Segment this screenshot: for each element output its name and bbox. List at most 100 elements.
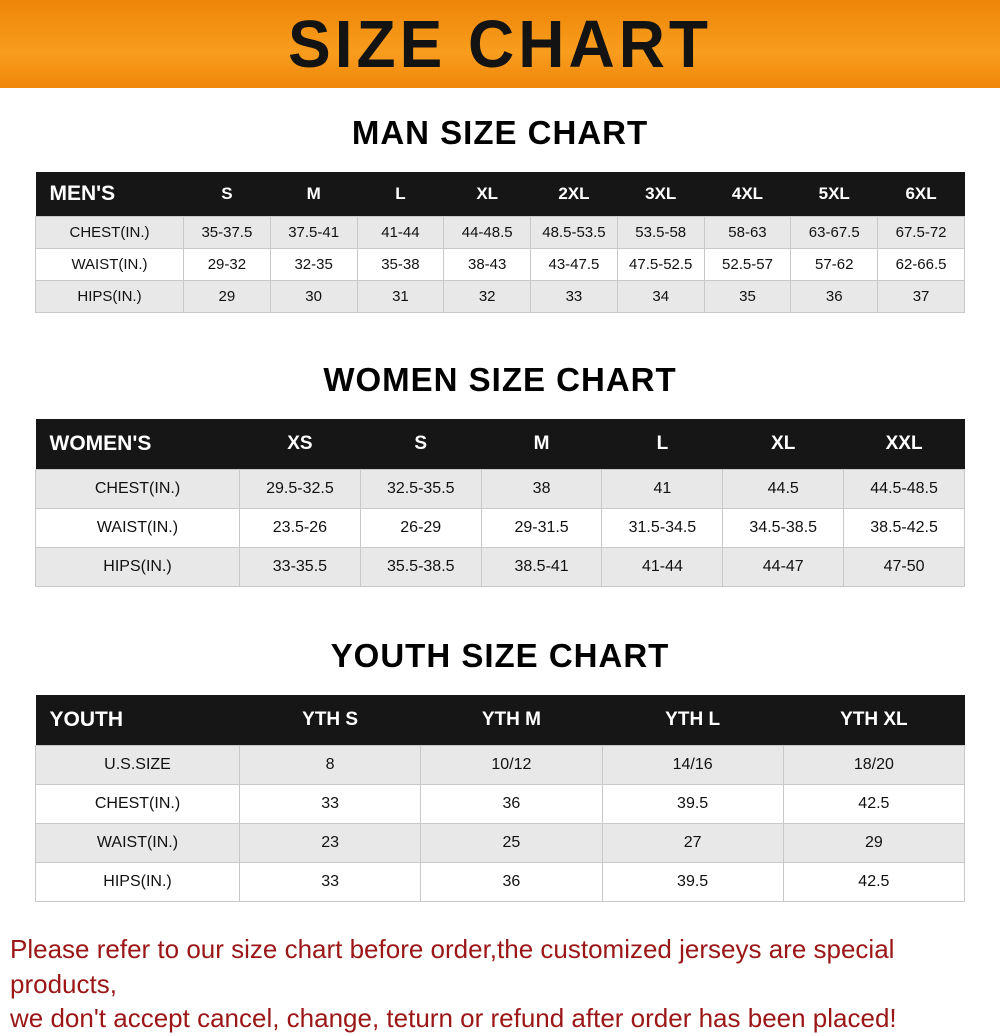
- table-cell: 38: [480, 469, 603, 509]
- table-cell: 44-47: [722, 547, 845, 587]
- table-header-row: MEN'S S M L XL 2XL 3XL 4XL 5XL 6XL: [35, 172, 965, 217]
- table-cell: 38.5-42.5: [843, 508, 965, 548]
- table-cell: 41: [601, 469, 724, 509]
- order-note: Please refer to our size chart before or…: [10, 932, 1000, 1036]
- table-group-label: YOUTH: [35, 695, 240, 746]
- table-row: HIPS(IN.) 29 30 31 32 33 34 35 36 37: [35, 280, 965, 313]
- men-size-table: MEN'S S M L XL 2XL 3XL 4XL 5XL 6XL CHEST(IN.) 35-37…: [35, 172, 965, 313]
- column-header: M: [270, 172, 358, 217]
- table-cell: 41-44: [601, 547, 724, 587]
- column-header: S: [360, 419, 482, 470]
- table-cell: 44.5-48.5: [843, 469, 965, 509]
- table-row: HIPS(IN.) 33 36 39.5 42.5: [35, 862, 966, 902]
- table-row: WAIST(IN.) 23.5-26 26-29 29-31.5 31.5-34.5 34…: [35, 508, 965, 548]
- column-header: 5XL: [790, 172, 878, 217]
- table-cell: 35-38: [356, 248, 445, 281]
- table-cell: 39.5: [601, 784, 784, 824]
- table-cell: 29-31.5: [480, 508, 603, 548]
- row-label: HIPS(IN.): [35, 280, 184, 313]
- table-cell: 29-32: [183, 248, 271, 281]
- column-header: 6XL: [877, 172, 965, 217]
- table-cell: 35: [703, 280, 792, 313]
- table-cell: 23.5-26: [239, 508, 361, 548]
- banner: SIZE CHART: [0, 0, 1000, 88]
- table-cell: 32: [443, 280, 532, 313]
- table-cell: 63-67.5: [790, 216, 879, 249]
- table-cell: 27: [601, 823, 784, 863]
- table-row: HIPS(IN.) 33-35.5 35.5-38.5 38.5-41 41-44 44-…: [35, 547, 965, 587]
- table-cell: 36: [790, 280, 879, 313]
- table-row: WAIST(IN.) 23 25 27 29: [35, 823, 966, 863]
- table-cell: 47.5-52.5: [616, 248, 705, 281]
- column-header: XXL: [843, 419, 965, 470]
- column-header: YTH XL: [783, 695, 965, 746]
- youth-size-table: YOUTH YTH S YTH M YTH L YTH XL U.S.SIZE 8 10/12…: [35, 695, 966, 902]
- row-label: U.S.SIZE: [35, 745, 240, 785]
- column-header: XL: [722, 419, 844, 470]
- table-cell: 53.5-58: [616, 216, 705, 249]
- table-cell: 58-63: [703, 216, 792, 249]
- table-cell: 47-50: [843, 547, 965, 587]
- table-cell: 37.5-41: [269, 216, 358, 249]
- table-cell: 38.5-41: [480, 547, 603, 587]
- table-cell: 41-44: [356, 216, 445, 249]
- order-note-line-2: we don't accept cancel, change, teturn o…: [10, 1003, 897, 1034]
- page-title: SIZE CHART: [288, 6, 712, 82]
- table-cell: 33: [238, 862, 422, 902]
- table-cell: 29: [782, 823, 966, 863]
- table-cell: 42.5: [782, 784, 966, 824]
- table-cell: 67.5-72: [877, 216, 965, 249]
- table-cell: 26-29: [359, 508, 482, 548]
- column-header: 4XL: [704, 172, 791, 217]
- table-cell: 35-37.5: [183, 216, 271, 249]
- table-cell: 18/20: [782, 745, 966, 785]
- table-cell: 32-35: [269, 248, 358, 281]
- column-header: XL: [443, 172, 531, 217]
- table-row: CHEST(IN.) 35-37.5 37.5-41 41-44 44-48.5 48.5…: [35, 216, 965, 249]
- youth-section-title: YOUTH SIZE CHART: [330, 637, 670, 674]
- women-size-section: WOMEN SIZE CHART WOMEN'S XS S M L XL XXL CHEST(…: [0, 361, 1000, 587]
- men-section-title: MAN SIZE CHART: [351, 114, 649, 151]
- table-cell: 43-47.5: [530, 248, 618, 281]
- table-cell: 33: [530, 280, 618, 313]
- table-group-label: WOMEN'S: [35, 419, 240, 470]
- table-cell: 31: [356, 280, 445, 313]
- table-cell: 42.5: [782, 862, 966, 902]
- table-cell: 31.5-34.5: [601, 508, 724, 548]
- column-header: 2XL: [530, 172, 618, 217]
- row-label: CHEST(IN.): [35, 469, 240, 509]
- table-cell: 36: [420, 862, 603, 902]
- table-cell: 8: [238, 745, 422, 785]
- table-cell: 34: [616, 280, 705, 313]
- men-size-section: MAN SIZE CHART MEN'S S M L XL 2XL 3XL 4XL 5XL 6XL…: [0, 114, 1000, 313]
- table-cell: 48.5-53.5: [530, 216, 618, 249]
- table-row: WAIST(IN.) 29-32 32-35 35-38 38-43 43-47.5 47.…: [35, 248, 965, 281]
- column-header: S: [183, 172, 271, 217]
- table-cell: 33: [238, 784, 422, 824]
- table-cell: 34.5-38.5: [722, 508, 845, 548]
- column-header: YTH M: [420, 695, 602, 746]
- row-label: CHEST(IN.): [35, 784, 240, 824]
- table-cell: 52.5-57: [703, 248, 792, 281]
- order-note-line-1: Please refer to our size chart before or…: [10, 934, 895, 999]
- table-cell: 62-66.5: [877, 248, 965, 281]
- women-size-table: WOMEN'S XS S M L XL XXL CHEST(IN.) 29.5-32.5 32.5…: [35, 419, 965, 587]
- table-cell: 10/12: [420, 745, 603, 785]
- table-group-label: MEN'S: [35, 172, 184, 217]
- column-header: YTH S: [239, 695, 421, 746]
- column-header: L: [357, 172, 444, 217]
- youth-size-section: YOUTH SIZE CHART YOUTH YTH S YTH M YTH L YTH…: [0, 637, 1000, 902]
- women-section-title: WOMEN SIZE CHART: [323, 361, 677, 398]
- column-header: M: [481, 419, 602, 470]
- row-label: WAIST(IN.): [35, 823, 240, 863]
- table-row: CHEST(IN.) 29.5-32.5 32.5-35.5 38 41 44.5 44.5…: [35, 469, 965, 509]
- table-cell: 35.5-38.5: [359, 547, 482, 587]
- table-cell: 30: [269, 280, 358, 313]
- row-label: HIPS(IN.): [35, 862, 240, 902]
- table-cell: 23: [238, 823, 422, 863]
- table-cell: 57-62: [790, 248, 879, 281]
- row-label: WAIST(IN.): [35, 508, 240, 548]
- table-cell: 33-35.5: [239, 547, 361, 587]
- table-cell: 14/16: [601, 745, 784, 785]
